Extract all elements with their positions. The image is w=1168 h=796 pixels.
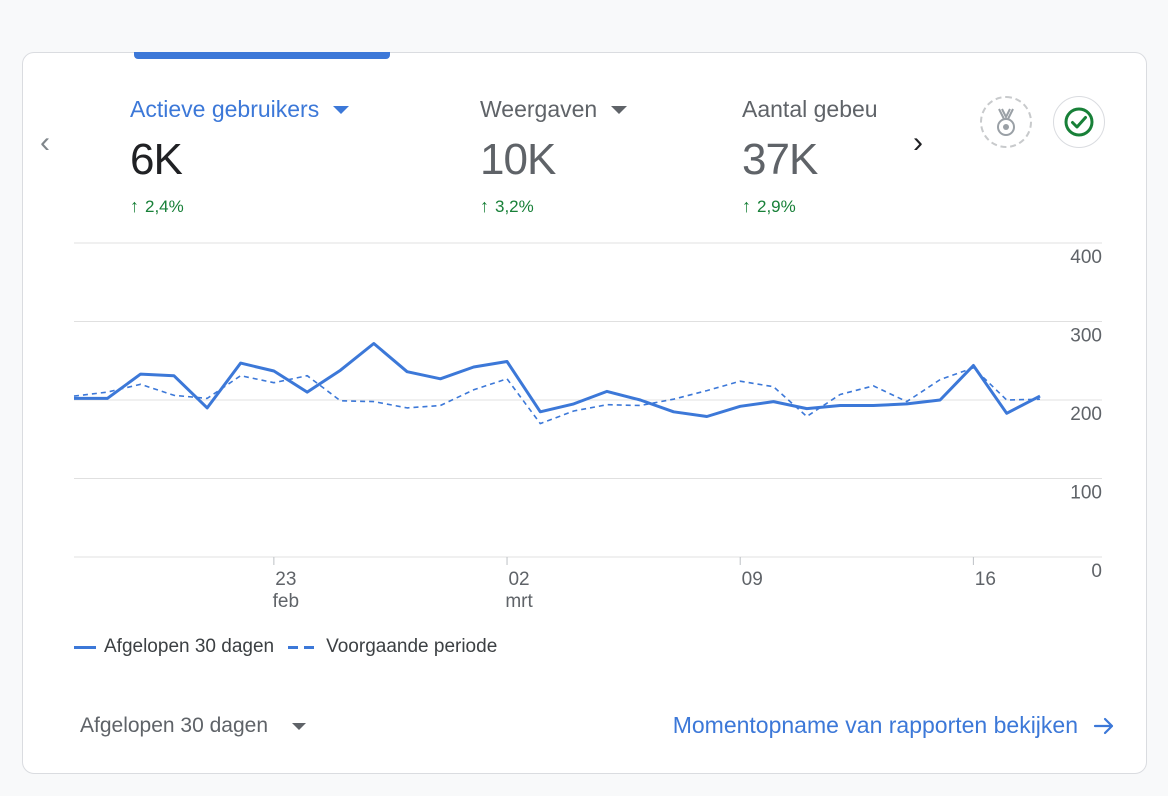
medal-icon[interactable] [980, 96, 1032, 148]
series-line-current [74, 342, 1041, 418]
check-circle-icon[interactable] [1053, 96, 1105, 148]
arrow-right-icon[interactable] [1092, 714, 1116, 738]
legend-dashed-swatch [288, 645, 317, 649]
x-tick-sublabel: mrt [505, 591, 533, 612]
metric-delta: ↑ 3,2% [480, 196, 534, 216]
x-tick-sublabel: feb [273, 591, 299, 612]
arrow-up-icon: ↑ [130, 196, 139, 216]
x-tick-label: 09 [742, 569, 763, 590]
y-tick-label: 400 [1070, 247, 1102, 268]
metric-value: 10K [480, 135, 556, 184]
chevron-left-icon[interactable]: ‹ [40, 126, 50, 159]
x-tick-label: 16 [975, 569, 996, 590]
metric-label[interactable]: Aantal gebeu [742, 95, 878, 122]
metric-value: 37K [742, 135, 818, 184]
chevron-right-icon[interactable]: › [913, 126, 923, 159]
period-label[interactable]: Afgelopen 30 dagen [80, 714, 269, 737]
metric-active-users[interactable]: Actieve gebruikers 6K ↑ 2,4% [130, 92, 350, 217]
metric-value: 6K [130, 135, 183, 184]
snapshot-label[interactable]: Momentopname van rapporten bekijken [672, 712, 1078, 738]
arrow-up-icon: ↑ [480, 196, 489, 216]
y-tick-label: 100 [1070, 483, 1102, 504]
series-line-previous [73, 366, 1041, 425]
y-tick-label: 0 [1091, 561, 1102, 582]
metric-delta: ↑ 2,9% [742, 196, 796, 216]
metric-event-count[interactable]: Aantal gebeu 37K ↑ 2,9% [742, 92, 902, 217]
y-tick-label: 200 [1070, 404, 1102, 425]
x-tick-label: 02 [508, 569, 529, 590]
view-snapshot-link[interactable]: Momentopname van rapporten bekijken [673, 712, 1116, 739]
active-tab-indicator [134, 52, 390, 59]
overview-card [22, 52, 1147, 774]
metric-label[interactable]: Actieve gebruikers [130, 92, 350, 126]
arrow-up-icon: ↑ [742, 196, 751, 216]
legend-previous: Voorgaande periode [326, 636, 498, 657]
legend-current: Afgelopen 30 dagen [104, 636, 275, 657]
y-tick-label: 300 [1070, 326, 1102, 347]
metric-views[interactable]: Weergaven 10K ↑ 3,2% [480, 92, 628, 217]
caret-down-icon[interactable] [333, 106, 350, 114]
metric-label[interactable]: Weergaven [480, 92, 628, 126]
legend-solid-swatch [74, 645, 96, 649]
x-tick-label: 23 [275, 569, 296, 590]
caret-down-icon[interactable] [611, 106, 628, 114]
period-select[interactable]: Afgelopen 30 dagen [80, 714, 307, 738]
caret-down-icon[interactable] [292, 722, 307, 730]
chart-legend: Afgelopen 30 dagen Voorgaande periode [74, 636, 497, 658]
metric-delta: ↑ 2,4% [130, 196, 184, 216]
